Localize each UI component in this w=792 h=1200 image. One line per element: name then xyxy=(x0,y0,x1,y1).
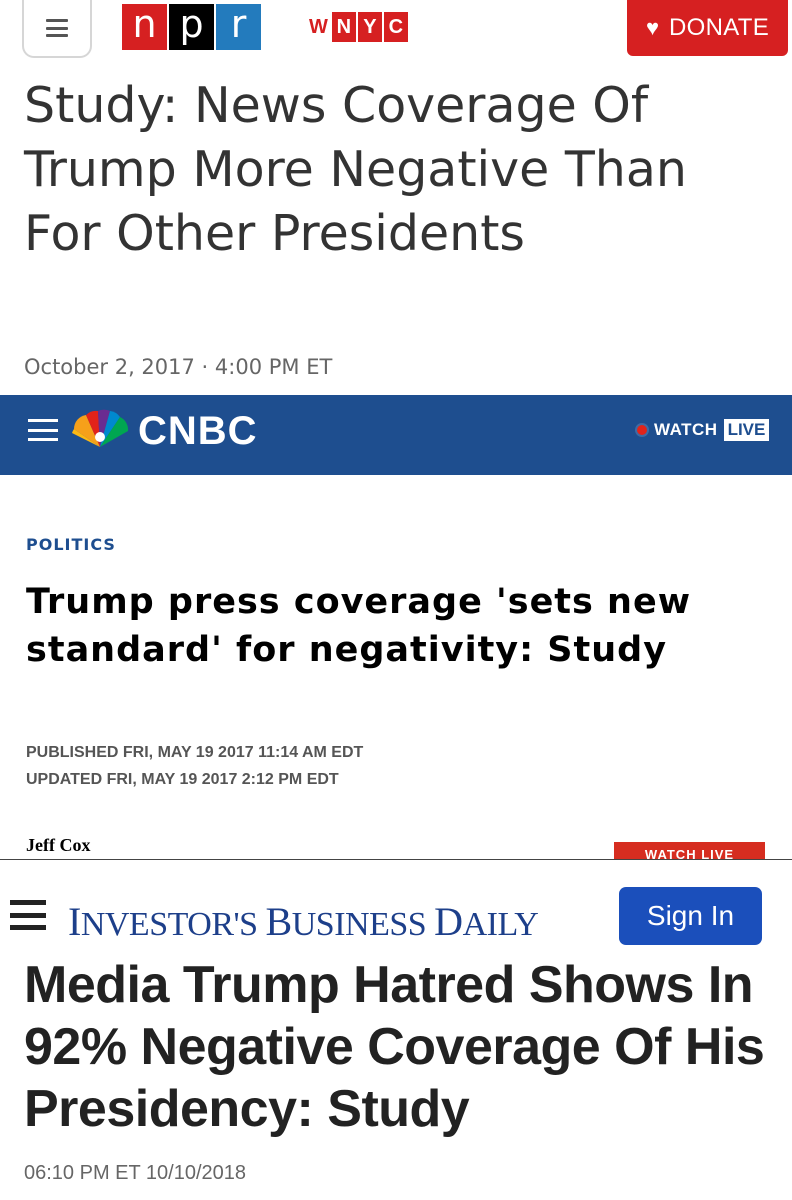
ibd-headline: Media Trump Hatred Shows In 92% Negative… xyxy=(24,956,765,1138)
ibd-logo[interactable]: INVESTOR'S BUSINESS DAILY xyxy=(68,898,539,945)
divider xyxy=(0,859,792,860)
live-dot-icon xyxy=(637,425,647,435)
npr-headline: Study: News Coverage Of Trump More Negat… xyxy=(24,77,687,262)
cnbc-logo[interactable]: CNBC xyxy=(138,409,258,453)
live-badge: LIVE xyxy=(723,419,770,441)
donate-button[interactable]: ♥ DONATE xyxy=(627,0,788,56)
npr-header: n p r W N Y C ♥ DONATE xyxy=(0,0,792,62)
wnyc-logo-c: C xyxy=(383,12,408,42)
cnbc-section-link[interactable]: POLITICS xyxy=(26,535,116,554)
ibd-logo-part: D xyxy=(434,899,463,944)
wnyc-logo-y: Y xyxy=(357,12,382,42)
npr-logo-p: p xyxy=(169,4,214,50)
cnbc-published-date: PUBLISHED FRI, MAY 19 2017 11:14 AM EDT xyxy=(26,744,364,761)
npr-article-screenshot: n p r W N Y C ♥ DONATE Study: News Cover… xyxy=(0,0,792,395)
ibd-logo-part: I xyxy=(68,899,81,944)
npr-menu-button[interactable] xyxy=(22,0,92,58)
peacock-icon xyxy=(72,409,129,447)
ibd-logo-part: AILY xyxy=(462,906,539,943)
heart-icon: ♥ xyxy=(645,15,660,40)
hamburger-icon[interactable] xyxy=(28,419,58,441)
npr-logo-n: n xyxy=(122,4,167,50)
wnyc-logo-w: W xyxy=(309,16,328,38)
cnbc-headline: Trump press coverage 'sets new standard'… xyxy=(26,582,692,670)
ibd-logo-part: USINESS xyxy=(291,906,435,943)
ibd-logo-part: NVESTOR'S xyxy=(80,906,266,943)
donate-label: DONATE xyxy=(669,14,770,41)
cnbc-watch-live-tab[interactable]: WATCH LIVE xyxy=(614,842,765,860)
ibd-logo-part: B xyxy=(265,899,293,944)
watch-live-button[interactable]: WATCH LIVE xyxy=(637,419,770,441)
cnbc-header: CNBC WATCH LIVE xyxy=(0,395,792,475)
wnyc-logo[interactable]: W N Y C xyxy=(307,10,408,44)
sign-in-button[interactable]: Sign In xyxy=(619,887,762,945)
npr-logo-r: r xyxy=(216,4,261,50)
watch-label: WATCH xyxy=(654,420,718,439)
hamburger-icon xyxy=(46,19,68,37)
hamburger-icon[interactable] xyxy=(10,900,46,930)
wnyc-logo-n: N xyxy=(331,12,356,42)
cnbc-updated-date: UPDATED FRI, MAY 19 2017 2:12 PM EDT xyxy=(26,771,339,788)
ibd-dateline: 06:10 PM ET 10/10/2018 xyxy=(24,1162,247,1184)
cnbc-author-link[interactable]: Jeff Cox xyxy=(26,835,91,855)
ibd-article-screenshot: INVESTOR'S BUSINESS DAILY Sign In Media … xyxy=(0,860,792,1200)
npr-logo[interactable]: n p r xyxy=(122,4,263,50)
npr-dateline: October 2, 2017 · 4:00 PM ET xyxy=(24,355,333,379)
cnbc-article-screenshot: POLITICS Trump press coverage 'sets new … xyxy=(0,475,792,860)
